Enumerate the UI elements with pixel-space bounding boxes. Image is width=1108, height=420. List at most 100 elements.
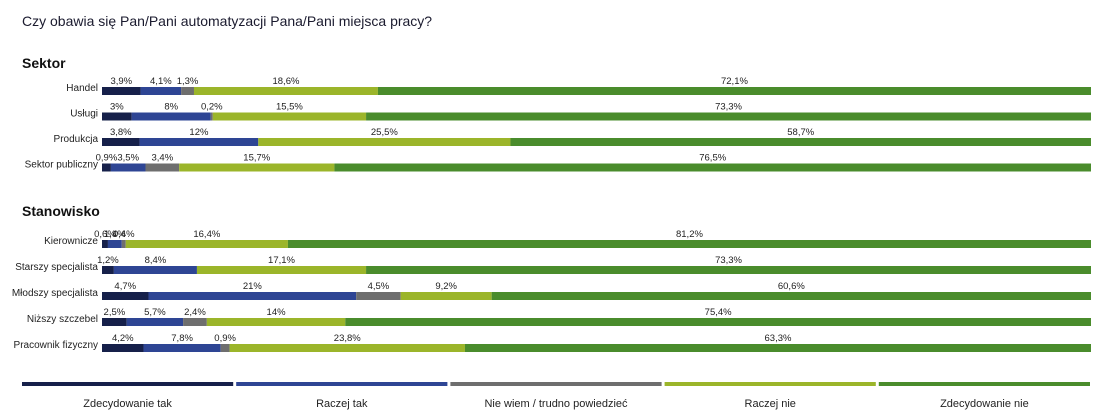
bar-segment [334,163,1091,172]
bar-segment [366,266,1091,274]
bar-segment [220,344,230,352]
value-label: 3,9% [110,76,132,87]
value-label: 18,6% [272,76,299,87]
legend-swatch [878,382,1090,386]
bar-segment [287,240,1091,248]
bar-segment [193,87,378,95]
value-label: 73,3% [715,255,742,266]
category-label: Usługi [70,109,98,120]
value-label: 1,2% [97,255,119,266]
value-label: 4,5% [368,281,390,292]
bar-row: Młodszy specjalista 4,7% 21% 4,5% 9,2% 60,6% [12,281,1091,300]
bar-segment [258,138,511,146]
category-label: Handel [66,83,98,94]
legend-label: Nie wiem / trudno powiedzieć [484,398,628,410]
bar-segment [464,344,1091,352]
value-label: 25,5% [371,127,398,138]
bar-segment [196,266,367,274]
value-label: 3,8% [110,127,132,138]
value-label: 8,4% [145,255,167,266]
bar-segment [400,292,492,300]
bar-row: Handel 3,9% 4,1% 1,3% 18,6% 72,1% [66,76,1091,95]
bar-segment [183,318,207,326]
legend-item: Zdecydowanie nie [878,382,1090,410]
value-label: 23,8% [334,333,361,344]
value-label: 14% [267,307,287,318]
bar-segment [179,163,335,172]
value-label: 4,7% [114,281,136,292]
bar-segment [102,292,149,300]
legend-swatch [664,382,876,386]
bar-segment [148,292,357,300]
category-label: Pracownik fizyczny [14,340,98,351]
bar-segment [102,318,127,326]
bar-segment [102,138,140,146]
bar-segment [143,344,221,352]
legend-label: Raczej nie [745,398,796,410]
bar-segment [510,138,1091,146]
value-label: 15,7% [243,153,270,164]
bar-row: Niższy szczebel 2,5% 5,7% 2,4% 14% 75,4% [27,307,1091,326]
value-label: 2,4% [184,307,206,318]
value-label: 73,3% [715,102,742,113]
value-label: 8% [164,102,178,113]
bar-segment [131,112,211,121]
category-label: Niższy szczebel [27,314,98,325]
bar-segment [212,112,367,121]
bar-row: Pracownik fizyczny 4,2% 7,8% 0,9% 23,8% 63,3% [14,333,1091,352]
value-label: 72,1% [721,76,748,87]
category-label: Młodszy specjalista [12,288,99,299]
bar-segment [102,163,111,172]
value-label: 81,2% [676,229,703,240]
bar-segment [229,344,465,352]
value-label: 9,2% [435,281,457,292]
legend-label: Zdecydowanie tak [83,398,172,410]
value-label: 0,2% [201,102,223,113]
bar-segment [139,138,259,146]
legend: Zdecydowanie tak Raczej tak Nie wiem / tru… [22,382,1090,410]
value-label: 76,5% [699,153,726,164]
value-label: 7,8% [171,333,193,344]
value-label: 0,9% [214,333,236,344]
bar-segment [113,266,197,274]
bar-groups: Sektor Handel 3,9% 4,1% 1,3% 18,6% 72,1% Usługi… [12,55,1091,352]
category-label: Starszy specjalista [15,262,98,273]
value-label: 2,5% [104,307,126,318]
section-label: Stanowisko [22,203,100,219]
bar-segment [102,344,144,352]
section-label: Sektor [22,55,66,71]
bar-segment [491,292,1091,300]
bar-segment [206,318,346,326]
bar-segment [102,87,141,95]
bar-row: Usługi 3% 8% 0,2% 15,5% 73,3% [70,102,1091,121]
value-label: 5,7% [144,307,166,318]
value-label: 3,5% [117,153,139,164]
value-label: 0,4% [113,229,135,240]
category-label: Kierownicze [44,236,98,247]
group-0: Sektor Handel 3,9% 4,1% 1,3% 18,6% 72,1% Usługi… [22,55,1091,172]
value-label: 1,4% [104,229,126,240]
value-label: 21% [243,281,263,292]
bar-segment [102,240,108,248]
bar-segment [121,240,126,248]
bar-segment [210,112,213,121]
value-label: 63,3% [765,333,792,344]
bar-segment [145,163,180,172]
legend-swatch [22,382,234,386]
category-label: Produkcja [54,134,99,145]
value-label: 3,4% [152,153,174,164]
value-label: 0,9% [96,153,118,164]
value-label: 60,6% [778,281,805,292]
value-label: 1,3% [177,76,199,87]
value-label: 75,4% [705,307,732,318]
legend-item: Raczej tak [236,382,448,410]
value-label: 3% [110,102,124,113]
bar-segment [140,87,182,95]
value-label: 17,1% [268,255,295,266]
legend-label: Raczej tak [316,398,368,410]
bar-segment [107,240,122,248]
bar-segment [110,163,146,172]
